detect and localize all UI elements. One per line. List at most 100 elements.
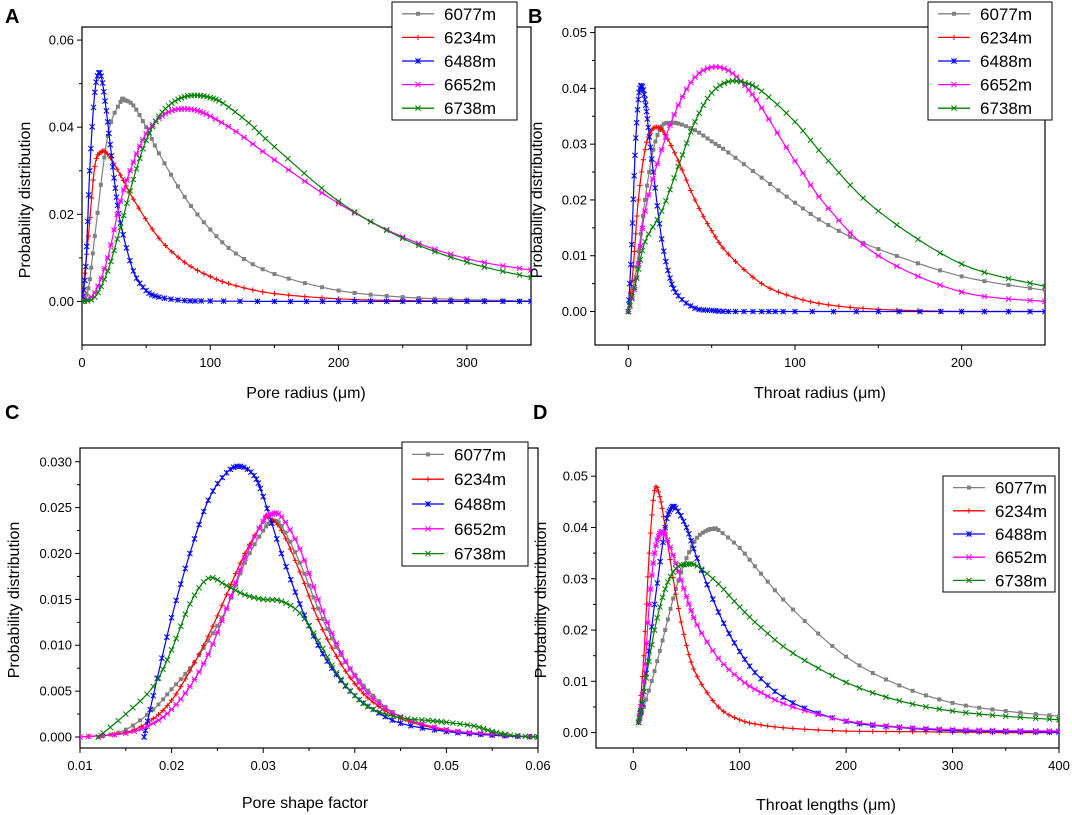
series-marker	[187, 297, 194, 304]
series-marker	[629, 294, 635, 301]
series-marker	[825, 302, 831, 308]
series-marker	[278, 513, 285, 520]
series-marker	[274, 522, 281, 528]
series-marker	[625, 308, 632, 315]
series-marker	[836, 228, 841, 233]
series-marker	[750, 169, 755, 174]
series-marker	[241, 555, 248, 562]
series-marker	[226, 245, 231, 250]
series-marker	[936, 727, 943, 733]
y-tick-label: 0.025	[39, 500, 72, 515]
series-marker	[704, 65, 711, 72]
series-marker	[252, 542, 257, 547]
series-marker	[989, 712, 996, 719]
series-marker	[856, 684, 863, 691]
y-tick-label: 0.03	[562, 137, 587, 152]
series-marker	[1047, 713, 1052, 718]
series-marker	[130, 159, 137, 165]
series-marker	[690, 561, 697, 568]
x-tick-label: 100	[784, 355, 806, 370]
y-tick-label: 0.00	[563, 725, 588, 740]
series-marker	[645, 192, 652, 198]
series-marker	[767, 285, 773, 291]
series-marker	[764, 693, 771, 700]
legend-label: 6652m	[444, 76, 496, 95]
x-tick-label: 0.06	[525, 758, 550, 773]
series-marker	[140, 119, 145, 124]
series-marker	[647, 530, 654, 536]
legend-marker	[967, 485, 971, 490]
series-marker	[256, 129, 263, 136]
series-marker	[843, 728, 849, 734]
series-marker	[1043, 288, 1045, 293]
series-marker	[836, 303, 842, 309]
series-marker	[269, 596, 276, 603]
series-marker	[726, 592, 732, 599]
series-marker	[720, 586, 727, 593]
series-marker	[1056, 728, 1059, 735]
series-marker	[771, 636, 778, 643]
series-marker	[758, 571, 763, 576]
series-marker	[860, 241, 867, 248]
series-marker	[292, 557, 298, 564]
series-marker	[721, 709, 727, 715]
series-marker	[632, 135, 639, 141]
legend-label: 6488m	[444, 52, 496, 71]
series-marker	[237, 463, 244, 470]
series-marker	[1002, 727, 1009, 734]
series-marker	[753, 97, 760, 103]
series-marker	[765, 308, 772, 315]
series-marker	[102, 155, 107, 160]
series-marker	[370, 706, 377, 713]
series-marker	[352, 290, 357, 295]
series-group	[80, 463, 538, 740]
series-marker	[658, 499, 664, 505]
series-group	[625, 63, 1045, 315]
series-marker	[95, 210, 100, 215]
x-tick-label: 200	[951, 355, 973, 370]
legend-marker	[415, 81, 421, 88]
series-marker	[264, 524, 269, 529]
series-marker	[736, 648, 743, 655]
series-marker	[749, 91, 756, 98]
series-marker	[283, 563, 290, 570]
series-marker	[306, 593, 312, 599]
legend-label: 6077m	[995, 479, 1047, 498]
series-marker	[155, 712, 162, 718]
series-marker	[644, 619, 651, 626]
series-marker	[130, 267, 137, 274]
panel-c: C 0.01 0.02 0.03 0.04 0.05 0.060.0000.0050.01…	[5, 402, 551, 812]
series-marker	[799, 127, 806, 134]
series-marker	[631, 172, 638, 179]
series-marker	[319, 295, 325, 301]
series-marker	[347, 675, 353, 681]
series-marker	[246, 544, 253, 551]
series-marker	[649, 678, 654, 683]
x-tick-label: 0.03	[251, 758, 276, 773]
series-marker	[162, 242, 168, 249]
series-marker	[115, 717, 122, 724]
series-marker	[191, 676, 198, 683]
series-marker	[775, 289, 781, 295]
series-marker	[139, 145, 146, 152]
series-marker	[431, 724, 438, 731]
series-marker	[376, 699, 381, 704]
series-marker	[673, 587, 678, 592]
series-marker	[178, 684, 184, 690]
series-marker	[792, 157, 798, 164]
series-marker	[88, 296, 95, 303]
series-marker	[149, 123, 156, 130]
series-marker	[704, 690, 710, 696]
series-marker	[639, 225, 646, 232]
series-marker	[678, 296, 685, 303]
series-marker	[241, 285, 247, 291]
series-marker	[667, 556, 673, 563]
y-tick-label: 0.005	[39, 684, 72, 699]
series-marker	[319, 298, 326, 305]
series-marker	[634, 213, 640, 219]
series-marker	[411, 716, 418, 723]
series-marker	[328, 630, 335, 637]
series-marker	[758, 689, 764, 696]
series-marker	[654, 202, 661, 209]
series-marker	[633, 119, 640, 126]
